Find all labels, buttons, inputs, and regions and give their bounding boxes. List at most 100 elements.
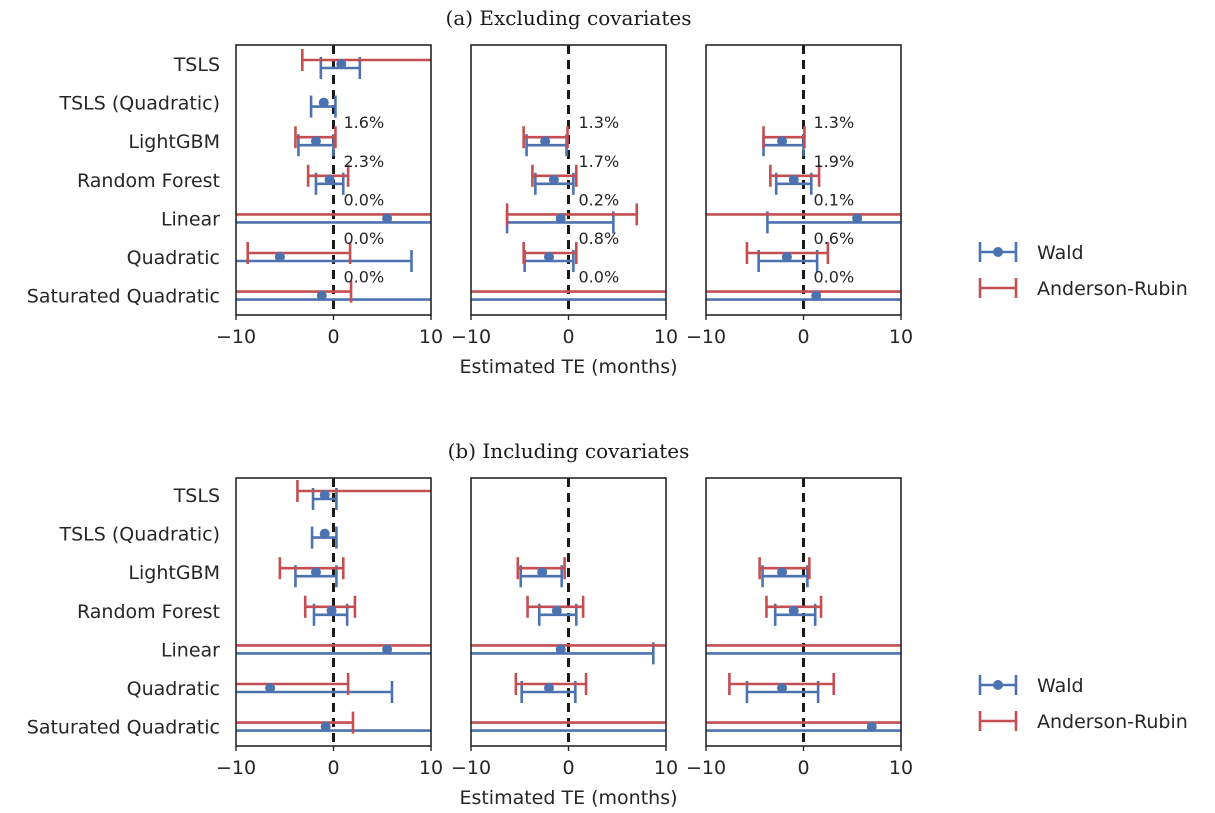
wald-point xyxy=(326,605,337,616)
legend-swatch-marker xyxy=(993,680,1003,690)
wald-point xyxy=(555,213,566,224)
wald-point xyxy=(310,136,321,147)
weak-iv-annotation: 0.2% xyxy=(579,190,620,209)
wald-point xyxy=(544,252,554,262)
y-tick-label: TSLS xyxy=(173,54,220,76)
y-tick-label: Saturated Quadratic xyxy=(27,717,220,739)
x-tick-label: 10 xyxy=(889,757,913,779)
x-tick-label: −10 xyxy=(216,757,256,779)
wald-point xyxy=(382,644,393,655)
legend-label: Wald xyxy=(1037,675,1084,697)
wald-point xyxy=(551,605,562,616)
weak-iv-annotation: 1.9% xyxy=(814,152,855,171)
wald-point xyxy=(777,683,788,693)
x-tick-label: 10 xyxy=(419,757,443,779)
y-tick-label: TSLS (Quadratic) xyxy=(58,524,220,546)
plot-area xyxy=(471,45,666,315)
x-axis-label: Estimated TE (months) xyxy=(459,787,677,809)
wald-point xyxy=(382,213,393,224)
wald-point xyxy=(310,567,321,578)
y-tick-label: LightGBM xyxy=(128,562,220,584)
x-tick-label: 10 xyxy=(419,326,443,348)
y-tick-label: TSLS (Quadratic) xyxy=(58,93,220,115)
x-tick-label: 0 xyxy=(327,757,339,779)
wald-point xyxy=(324,174,335,185)
x-tick-label: −10 xyxy=(451,326,491,348)
x-tick-label: −10 xyxy=(686,326,726,348)
wald-point xyxy=(319,528,330,539)
x-tick-label: −10 xyxy=(686,757,726,779)
x-tick-label: 10 xyxy=(889,326,913,348)
legend-label: Anderson-Rubin xyxy=(1037,278,1188,300)
weak-iv-annotation: 1.6% xyxy=(344,113,385,132)
legend-label: Wald xyxy=(1037,242,1084,264)
weak-iv-annotation: 0.1% xyxy=(814,190,855,209)
legend-1: Wald Anderson-Rubin xyxy=(978,242,1188,300)
plot-area xyxy=(236,45,431,315)
wald-point xyxy=(265,683,276,693)
wald-point xyxy=(274,252,285,262)
y-tick-label: Linear xyxy=(161,639,220,661)
wald-point xyxy=(811,290,822,301)
panel-6: −10 0 10 xyxy=(686,477,913,779)
plot-area xyxy=(236,478,431,746)
legend-label: Anderson-Rubin xyxy=(1037,711,1188,733)
wald-point xyxy=(781,252,792,262)
wald-point xyxy=(320,721,331,732)
weak-iv-annotation: 0.0% xyxy=(344,268,385,287)
panel-5: −10 0 10 Estimated TE (months) xyxy=(451,477,678,809)
x-tick-label: 0 xyxy=(797,757,809,779)
wald-point xyxy=(788,174,799,185)
y-tick-label: LightGBM xyxy=(128,131,220,153)
weak-iv-annotation: 2.3% xyxy=(344,152,385,171)
weak-iv-annotation: 0.0% xyxy=(814,268,855,287)
weak-iv-annotation: 1.3% xyxy=(814,113,855,132)
x-tick-label: 10 xyxy=(654,757,678,779)
legend-swatch-marker xyxy=(993,247,1003,257)
y-tick-label: Saturated Quadratic xyxy=(27,286,220,308)
y-tick-label: Random Forest xyxy=(77,601,220,623)
wald-point xyxy=(544,683,554,693)
y-tick-label: Quadratic xyxy=(127,678,220,700)
wald-point xyxy=(336,59,347,69)
panel-2: 1.3% 1.7% 0.2% 0.8% 0.0% −10 0 10 Estimated TE (… xyxy=(451,44,678,378)
weak-iv-annotation: 1.3% xyxy=(579,113,620,132)
wald-point xyxy=(316,290,327,301)
y-tick-label: Quadratic xyxy=(127,247,220,269)
panel-title: (b) Including covariates xyxy=(448,439,690,463)
y-tick-label: TSLS xyxy=(173,485,220,507)
weak-iv-annotation: 0.6% xyxy=(814,229,855,248)
weak-iv-annotation: 0.8% xyxy=(579,229,620,248)
wald-point xyxy=(537,567,548,578)
x-axis-label: Estimated TE (months) xyxy=(459,356,677,378)
wald-point xyxy=(788,605,799,616)
x-tick-label: 0 xyxy=(327,326,339,348)
panel-4: (b) Including covariates TSLS TSLS (Quadra… xyxy=(27,439,690,779)
x-tick-label: −10 xyxy=(451,757,491,779)
x-tick-label: 0 xyxy=(797,326,809,348)
panel-3: 1.3% 1.9% 0.1% 0.6% 0.0% −10 0 10 xyxy=(686,44,913,348)
wald-point xyxy=(318,97,329,108)
x-tick-label: 10 xyxy=(654,326,678,348)
x-tick-label: 0 xyxy=(562,757,574,779)
wald-point xyxy=(777,567,788,578)
panel-1: (a) Excluding covariates 1.6% 2.3% 0.0% 0.0%… xyxy=(27,6,692,348)
x-tick-label: −10 xyxy=(216,326,256,348)
weak-iv-annotation: 1.7% xyxy=(579,152,620,171)
x-tick-label: 0 xyxy=(562,326,574,348)
wald-point xyxy=(555,644,566,655)
y-tick-label: Linear xyxy=(161,208,220,230)
legend-2: Wald Anderson-Rubin xyxy=(978,675,1188,733)
wald-point xyxy=(777,136,788,147)
wald-point xyxy=(548,174,559,185)
panel-title: (a) Excluding covariates xyxy=(446,6,692,30)
wald-point xyxy=(866,721,877,732)
wald-point xyxy=(540,136,551,147)
y-tick-label: Random Forest xyxy=(77,170,220,192)
plot-area xyxy=(706,45,901,315)
plot-area xyxy=(471,478,666,746)
wald-point xyxy=(852,213,863,224)
weak-iv-annotation: 0.0% xyxy=(344,190,385,209)
weak-iv-annotation: 0.0% xyxy=(344,229,385,248)
